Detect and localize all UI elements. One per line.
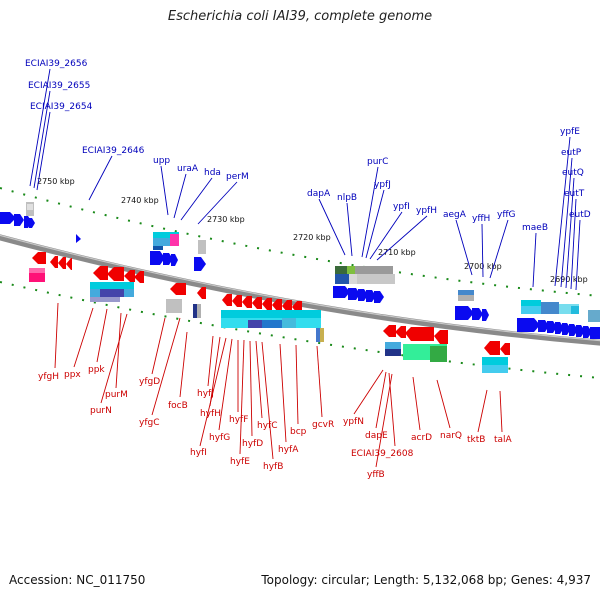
- reverse-arrow-cluster-3: [170, 283, 206, 299]
- forward-arrow-cluster-5: [517, 318, 600, 339]
- forward-arrow-perM: [194, 257, 206, 271]
- reverse-arrow-cluster-4: [222, 294, 302, 313]
- scale-label-2730: 2730 kbp: [207, 215, 245, 224]
- gene-label-dapE[interactable]: dapE: [365, 431, 388, 441]
- gene-label-perM[interactable]: perM: [226, 172, 249, 182]
- gene-label-hyfG[interactable]: hyfG: [209, 433, 230, 443]
- gene-box-stack-1: [153, 232, 179, 250]
- gene-label-maeB[interactable]: maeB: [522, 223, 548, 233]
- gene-label-ypfI[interactable]: ypfI: [393, 202, 410, 212]
- gene-label-ECIAI39_2608[interactable]: ECIAI39_2608: [351, 449, 414, 459]
- gene-label-yffB[interactable]: yffB: [367, 470, 385, 480]
- gene-label-hyfD[interactable]: hyfD: [242, 439, 263, 449]
- scale-label-2720: 2720 kbp: [293, 233, 331, 242]
- gene-label-gcvR[interactable]: gcvR: [312, 420, 334, 430]
- scale-label-2740: 2740 kbp: [121, 196, 159, 205]
- gene-label-hyfA[interactable]: hyfA: [278, 445, 299, 455]
- gene-box-grey-3: [198, 240, 206, 254]
- gene-box-stack-7: [385, 342, 447, 362]
- gene-label-focB[interactable]: focB: [168, 401, 188, 411]
- gene-label-ECIAI39_2656[interactable]: ECIAI39_2656: [25, 59, 88, 69]
- gene-label-talA[interactable]: talA: [494, 435, 513, 445]
- gene-box-stack-2: [335, 266, 395, 284]
- gene-label-hyfI[interactable]: hyfI: [190, 448, 207, 458]
- accession-text: Accession: NC_011750: [9, 573, 146, 587]
- map-title: Escherichia coli IAI39, complete genome: [167, 9, 433, 24]
- gene-box-stack-8: [482, 357, 508, 373]
- genome-info-text: Topology: circular; Length: 5,132,068 bp…: [261, 573, 591, 587]
- gene-label-aegA[interactable]: aegA: [443, 210, 467, 220]
- gene-label-hyfB[interactable]: hyfB: [263, 462, 283, 472]
- gene-label-yfgD[interactable]: yfgD: [139, 377, 160, 387]
- forward-callout-lines: [29, 68, 581, 291]
- gene-box-stack-4: [521, 300, 600, 322]
- gene-box-stack-3: [458, 290, 474, 301]
- gene-label-ypfH[interactable]: ypfH: [416, 206, 437, 216]
- forward-arrow-cluster-3: [333, 286, 384, 303]
- forward-arrow-cluster-1: [0, 212, 35, 228]
- forward-arrow-cluster-2: [150, 251, 178, 266]
- gene-label-ypfJ[interactable]: ypfJ: [374, 180, 391, 190]
- gene-label-ECIAI39_2646[interactable]: ECIAI39_2646: [82, 146, 145, 156]
- gene-label-eutT[interactable]: eutT: [564, 189, 585, 199]
- gene-label-hyfF[interactable]: hyfF: [229, 415, 248, 425]
- gene-label-hyfC[interactable]: hyfC: [257, 421, 277, 431]
- gene-label-ypfE[interactable]: ypfE: [560, 127, 580, 137]
- scale-label-2710: 2710 kbp: [378, 248, 416, 257]
- gene-label-tktB[interactable]: tktB: [467, 435, 485, 445]
- gene-label-hda[interactable]: hda: [204, 168, 221, 178]
- gene-label-hyfH[interactable]: hyfH: [200, 409, 221, 419]
- gene-label-purM[interactable]: purM: [105, 390, 128, 400]
- scale-label-2690: 2690 kbp: [550, 275, 588, 284]
- gene-label-yffG[interactable]: yffG: [497, 210, 516, 220]
- gene-label-hyfE[interactable]: hyfE: [230, 457, 250, 467]
- gene-box-navy: [193, 304, 197, 318]
- gene-box-grey-4: [166, 299, 182, 313]
- reverse-arrow-cluster-2: [93, 266, 144, 283]
- scale-label-2750: 2750 kbp: [37, 177, 75, 186]
- forward-gene-features: [0, 202, 600, 339]
- reverse-arrow-cluster-5: [383, 325, 448, 344]
- gene-label-yfgH[interactable]: yfgH: [38, 372, 59, 382]
- gene-box-stack-5: [90, 282, 134, 302]
- forward-arrow-small: [76, 234, 81, 243]
- gene-box-pink: [29, 268, 45, 273]
- gene-label-upp[interactable]: upp: [153, 156, 170, 166]
- gene-label-narQ[interactable]: narQ: [440, 431, 462, 441]
- gene-label-yfgC[interactable]: yfgC: [139, 418, 160, 428]
- reverse-callout-lines: [54, 302, 503, 468]
- gene-label-dapA[interactable]: dapA: [307, 189, 331, 199]
- tick-track-upper: [0, 187, 600, 297]
- reverse-gene-features: [29, 252, 510, 373]
- gene-label-ypfN[interactable]: ypfN: [343, 417, 364, 427]
- gene-label-acrD[interactable]: acrD: [411, 433, 432, 443]
- gene-box-stack-6: [221, 310, 324, 342]
- gene-label-ECIAI39_2655[interactable]: ECIAI39_2655: [28, 81, 90, 91]
- gene-label-purC[interactable]: purC: [367, 157, 388, 167]
- gene-label-ppx[interactable]: ppx: [64, 370, 81, 380]
- reverse-arrow-cluster-1: [32, 252, 72, 270]
- gene-label-bcp[interactable]: bcp: [290, 427, 307, 437]
- gene-label-hyfJ[interactable]: hyfJ: [197, 389, 214, 399]
- tick-track-lower-1: [0, 281, 600, 379]
- gene-label-ECIAI39_2654[interactable]: ECIAI39_2654: [30, 102, 93, 112]
- gene-label-nlpB[interactable]: nlpB: [337, 193, 357, 203]
- gene-label-eutQ[interactable]: eutQ: [562, 168, 584, 178]
- forward-gene-labels: ECIAI39_2656 ECIAI39_2655 ECIAI39_2654 E…: [25, 59, 591, 233]
- gene-label-eutD[interactable]: eutD: [569, 210, 591, 220]
- forward-arrow-cluster-4: [455, 306, 489, 321]
- gene-label-ppk[interactable]: ppk: [88, 365, 105, 375]
- gene-box-grey-2: [27, 204, 33, 210]
- gene-label-yffH[interactable]: yffH: [472, 214, 490, 224]
- reverse-arrow-cluster-6: [484, 341, 510, 355]
- gene-label-purN[interactable]: purN: [90, 406, 112, 416]
- gene-label-eutP[interactable]: eutP: [561, 148, 582, 158]
- reverse-gene-labels: yfgH ppx ppk purM purN yfgD yfgC focB hy…: [38, 365, 513, 480]
- gene-label-uraA[interactable]: uraA: [177, 164, 199, 174]
